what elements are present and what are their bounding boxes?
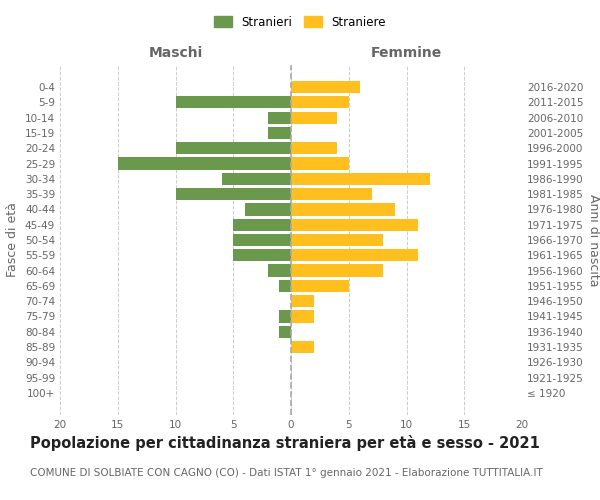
Bar [245, 204, 291, 216]
Bar [176, 96, 291, 108]
Bar [291, 310, 314, 322]
Bar [233, 249, 291, 262]
Legend: Stranieri, Straniere: Stranieri, Straniere [209, 11, 391, 34]
Text: Femmine: Femmine [371, 46, 442, 60]
Bar [291, 280, 349, 292]
Bar [291, 341, 314, 353]
Text: Popolazione per cittadinanza straniera per età e sesso - 2021: Popolazione per cittadinanza straniera p… [30, 435, 540, 451]
Bar [291, 158, 349, 170]
Bar [233, 234, 291, 246]
Bar [268, 112, 291, 124]
Bar [291, 96, 349, 108]
Text: COMUNE DI SOLBIATE CON CAGNO (CO) - Dati ISTAT 1° gennaio 2021 - Elaborazione TU: COMUNE DI SOLBIATE CON CAGNO (CO) - Dati… [30, 468, 543, 477]
Bar [233, 218, 291, 231]
Bar [118, 158, 291, 170]
Bar [291, 234, 383, 246]
Text: Maschi: Maschi [148, 46, 203, 60]
Bar [291, 172, 430, 185]
Bar [291, 81, 360, 93]
Bar [291, 218, 418, 231]
Bar [280, 310, 291, 322]
Bar [280, 326, 291, 338]
Bar [268, 264, 291, 276]
Bar [291, 295, 314, 308]
Bar [222, 172, 291, 185]
Bar [291, 112, 337, 124]
Bar [291, 204, 395, 216]
Bar [176, 188, 291, 200]
Y-axis label: Anni di nascita: Anni di nascita [587, 194, 600, 286]
Bar [291, 249, 418, 262]
Bar [268, 127, 291, 139]
Bar [291, 188, 372, 200]
Bar [176, 142, 291, 154]
Bar [291, 264, 383, 276]
Bar [280, 280, 291, 292]
Y-axis label: Fasce di età: Fasce di età [7, 202, 19, 278]
Bar [291, 142, 337, 154]
